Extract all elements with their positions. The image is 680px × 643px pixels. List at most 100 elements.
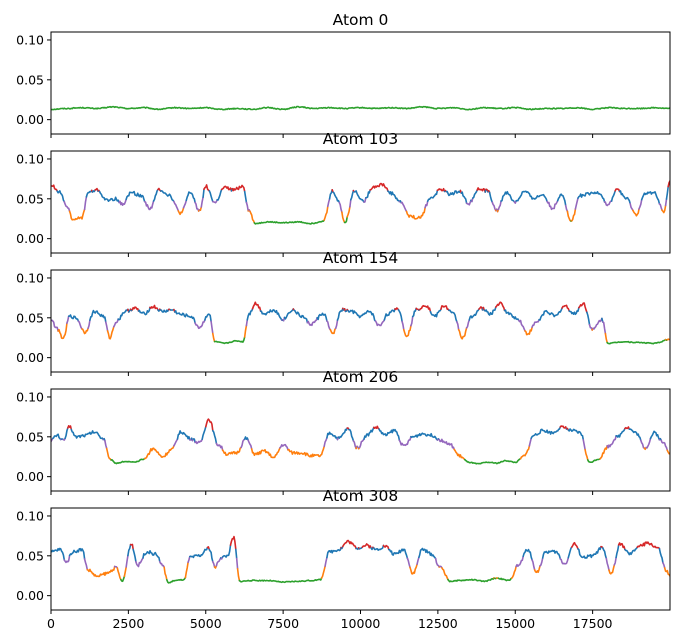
series-segment-peak: [149, 304, 159, 311]
series-segment-high: [348, 428, 355, 442]
subplot-2: Atom 154 0.00 0.05 0.10: [16, 249, 671, 376]
series-segment-mid: [113, 318, 119, 328]
series-segment-peak: [561, 304, 570, 312]
subplot-title: Atom 0: [333, 11, 389, 29]
series-segment-peak: [220, 185, 233, 192]
series-segment-mid: [200, 196, 204, 208]
series-segment-mid: [212, 560, 216, 568]
series-segment-high: [201, 425, 207, 440]
series-segment-mid: [327, 198, 331, 208]
series-segment-falling: [510, 565, 517, 579]
series-segment-falling: [184, 561, 189, 579]
series-segment-high: [387, 190, 401, 203]
series-segment-high: [649, 430, 661, 441]
subplot-1: Atom 103 0.00 0.05 0.10: [16, 130, 671, 257]
series-segment-high: [515, 190, 548, 203]
series-segment-mid: [105, 321, 109, 332]
series-segment-peak: [440, 305, 450, 312]
series-segment-mid: [531, 559, 536, 571]
series-segment-high: [610, 190, 616, 202]
series-segment-mid: [515, 555, 524, 568]
series-segment-mid: [518, 319, 526, 332]
series-segment-peak: [436, 187, 446, 193]
series-segment-falling: [163, 566, 168, 581]
series-segment-mid: [592, 317, 603, 330]
series-segment-high: [567, 428, 585, 441]
series-segment-mid: [63, 201, 71, 213]
series-segment-high: [556, 193, 567, 207]
x-tick-label: 10000: [341, 616, 381, 631]
series-segment-mid: [424, 200, 429, 209]
series-segment-high: [355, 547, 360, 551]
series-segment-high: [448, 309, 458, 323]
series-segment-high: [142, 550, 161, 563]
series-segment-high: [640, 191, 661, 205]
series-segment-mid: [660, 439, 669, 452]
series-segment-high: [445, 189, 462, 197]
series-segment-high: [326, 546, 342, 559]
series-segment-mid: [104, 439, 108, 450]
series-segment-high: [132, 548, 137, 563]
series-segment-low: [166, 576, 187, 584]
series-segment-mid: [497, 200, 502, 211]
x-tick-label: 17500: [573, 616, 613, 631]
series-segment-falling: [584, 448, 589, 461]
series-segment-mid: [528, 437, 532, 447]
series-segment-mid: [398, 435, 412, 447]
series-segment-high: [618, 190, 631, 205]
series-segment-low: [120, 575, 126, 583]
series-segment-mid: [640, 439, 646, 449]
series-segment-high: [522, 548, 533, 561]
series-segment-mid: [194, 438, 203, 445]
series-segment-mid: [546, 199, 559, 211]
series-segment-falling: [287, 445, 325, 458]
series-segment-mid: [645, 437, 652, 449]
series-segment-mid: [491, 201, 497, 212]
y-tick-label: 0.05: [16, 191, 44, 206]
series-segment-high: [624, 546, 639, 556]
x-tick-label: 5000: [190, 616, 222, 631]
series-segment-high: [615, 427, 626, 438]
series-segment-peak: [342, 539, 357, 550]
series-segment-peak: [571, 541, 579, 550]
series-segment-low: [110, 457, 146, 465]
series-segment-high: [472, 189, 478, 199]
x-tick-label: 15000: [495, 616, 535, 631]
series-segment-peak: [205, 418, 214, 432]
y-tick-label: 0.00: [16, 350, 44, 365]
axes-frame: [50, 507, 671, 611]
series-segment-peak: [229, 535, 237, 551]
y-tick-label: 0.10: [16, 151, 44, 166]
series-segment-mid: [245, 319, 249, 327]
series-segment-falling: [604, 332, 608, 344]
series-segment-high: [202, 188, 205, 198]
series-segment-falling: [405, 206, 426, 220]
subplot-title: Atom 154: [323, 249, 399, 267]
series-segment-mid: [159, 560, 165, 569]
series-segment-falling: [86, 565, 116, 578]
series-segment-mid: [182, 199, 188, 209]
subplot-4: Atom 308 0.00 0.05 0.10 0 2500 5000 7500 10000 12…: [16, 487, 671, 631]
series-segment-peak: [231, 184, 246, 193]
series-segment-mid: [51, 319, 59, 332]
series-segment-high: [363, 426, 375, 440]
series-line: [51, 418, 670, 465]
series-segment-high: [235, 548, 238, 560]
series-segment-high: [208, 190, 214, 203]
series-segment-high: [336, 307, 344, 321]
series-segment-peak: [203, 184, 211, 192]
y-tick-label: 0.10: [16, 270, 44, 285]
series-segment-peak: [369, 182, 389, 192]
series-segment-low: [497, 577, 513, 582]
series-segment-falling: [249, 210, 256, 224]
series-segment-high: [658, 547, 664, 564]
y-tick-label: 0.00: [16, 469, 44, 484]
series-segment-mid: [629, 202, 634, 212]
series-segment-falling: [123, 566, 127, 578]
series-segment-peak: [131, 306, 140, 312]
series-segment-high: [152, 188, 159, 202]
series-segment-high: [328, 189, 333, 200]
series-segment-mid: [363, 197, 367, 203]
series-segment-mid: [588, 323, 593, 331]
